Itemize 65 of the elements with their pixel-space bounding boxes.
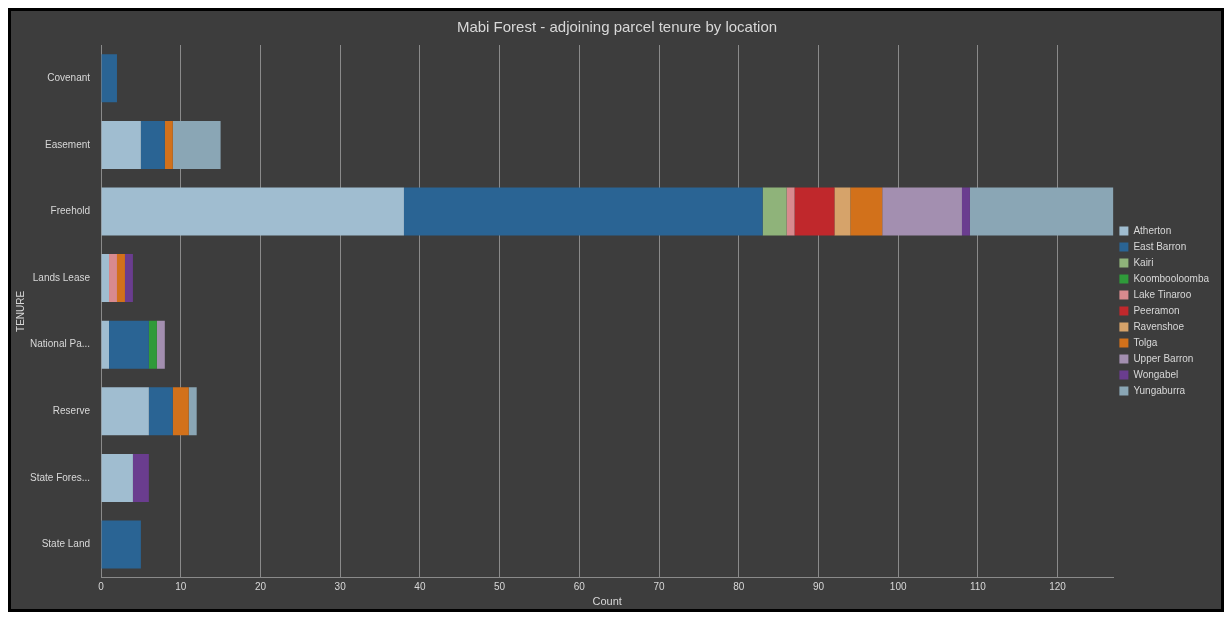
y-tick-label: Freehold <box>50 205 91 217</box>
bar <box>172 387 189 436</box>
bar <box>850 187 883 236</box>
bar <box>762 187 787 236</box>
bar <box>969 187 1114 236</box>
x-tick-label: 40 <box>414 580 426 592</box>
legend-label: Ravenshoe <box>1133 320 1185 332</box>
x-tick-label: 120 <box>1049 580 1067 592</box>
legend-label: Lake Tinaroo <box>1133 288 1192 300</box>
legend-label: Kairi <box>1133 256 1154 268</box>
y-tick-label: Reserve <box>52 405 91 417</box>
bar <box>101 320 110 369</box>
bar <box>834 187 851 236</box>
legend-label: Upper Barron <box>1133 352 1194 364</box>
bar <box>148 387 173 436</box>
bar <box>101 453 133 502</box>
legend-label: Tolga <box>1133 336 1158 348</box>
bar <box>109 320 149 369</box>
bar <box>101 387 149 436</box>
y-axis-title: TENURE <box>14 290 26 332</box>
bar <box>101 187 404 236</box>
x-tick-label: 20 <box>254 580 267 592</box>
bar <box>188 387 197 436</box>
y-tick-label: Covenant <box>47 72 91 84</box>
x-tick-label: 100 <box>889 580 907 592</box>
y-tick-label: Easement <box>45 138 91 150</box>
bar <box>882 187 962 236</box>
x-tick-label: 90 <box>812 580 825 592</box>
bar <box>794 187 835 236</box>
legend-label: Atherton <box>1133 224 1172 236</box>
bar <box>786 187 795 236</box>
legend-label: Yungaburra <box>1133 384 1186 396</box>
x-tick-label: 0 <box>98 580 105 592</box>
chart-title: Mabi Forest - adjoining parcel tenure by location <box>456 18 778 36</box>
bar <box>132 453 149 502</box>
x-tick-label: 60 <box>573 580 586 592</box>
y-tick-label: State Land <box>41 538 91 550</box>
bar <box>140 120 165 169</box>
bar <box>164 120 173 169</box>
bar <box>101 254 110 303</box>
bar <box>172 120 221 169</box>
y-tick-label: State Fores... <box>30 471 91 483</box>
bar <box>101 54 117 103</box>
bar <box>148 320 157 369</box>
bar <box>109 254 117 303</box>
bar <box>156 320 165 369</box>
x-tick-label: 10 <box>175 580 187 592</box>
legend-label: Wongabel <box>1133 368 1179 380</box>
legend-label: Koombooloomba <box>1133 272 1210 284</box>
x-tick-label: 30 <box>334 580 347 592</box>
x-tick-label: 50 <box>494 580 506 592</box>
legend-label: Peeramon <box>1133 304 1180 316</box>
x-tick-label: 80 <box>733 580 745 592</box>
y-tick-label: National Pa... <box>29 338 91 350</box>
x-tick-label: 70 <box>653 580 666 592</box>
x-tick-label: 110 <box>969 580 987 592</box>
bar <box>116 254 125 303</box>
bar <box>961 187 970 236</box>
x-axis-title: Count <box>592 595 622 608</box>
bar <box>124 254 133 303</box>
y-tick-label: Lands Lease <box>32 271 91 283</box>
bar <box>101 520 141 569</box>
bar <box>101 120 141 169</box>
bar <box>403 187 763 236</box>
legend-label: East Barron <box>1133 240 1187 252</box>
